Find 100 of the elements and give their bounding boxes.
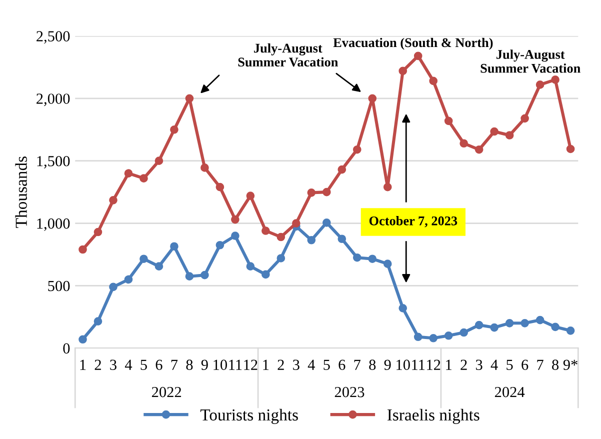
point (460, 139, 468, 148)
annotation: July-August Summer Vacation (480, 50, 580, 73)
point (78, 245, 87, 254)
x-tick-label: 12 (427, 360, 440, 370)
x-tick-label: 4 (490, 360, 498, 370)
point (231, 215, 240, 224)
text: 2022 (152, 386, 182, 398)
point (383, 260, 392, 268)
point (322, 188, 331, 196)
point (368, 254, 377, 264)
x-tick-label: 1 (80, 360, 86, 370)
x-tick-label: 2 (278, 360, 284, 370)
x-tick-label: 10 (214, 360, 227, 370)
point (536, 80, 544, 89)
x-tick-label: 10 (396, 360, 410, 370)
x-tick-label: 9* (563, 360, 578, 370)
y-axis-title: Thousands (15, 156, 27, 228)
point (246, 262, 255, 271)
point (292, 219, 300, 228)
point (307, 236, 316, 244)
x-tick-label: 8 (552, 360, 559, 370)
y-tick-label: 2,000 (36, 94, 70, 106)
x-tick-label: 11 (229, 360, 242, 370)
point (200, 270, 209, 280)
point (566, 144, 575, 154)
point (474, 320, 484, 330)
point (505, 131, 514, 140)
point (398, 66, 408, 76)
point (429, 334, 438, 342)
point (170, 125, 178, 134)
point (352, 253, 362, 262)
point (109, 196, 118, 204)
legend-label: Israelis nights (387, 408, 480, 424)
x-tick-label: 4 (124, 360, 132, 370)
x-tick-label: 9 (384, 360, 391, 370)
point (551, 322, 560, 332)
point (444, 116, 453, 126)
x-tick-label: 5 (506, 360, 513, 370)
y-tick-label: 2,500 (36, 31, 70, 44)
point (520, 114, 529, 123)
x-tick-label: 5 (140, 360, 147, 370)
point (231, 232, 240, 240)
point (474, 145, 484, 154)
point (520, 318, 529, 328)
y-tick-label: 0 (63, 343, 70, 354)
point (460, 328, 468, 337)
point (490, 323, 498, 332)
point (94, 317, 102, 326)
x-tick-label: 3 (110, 360, 116, 370)
point (490, 127, 498, 136)
x-tick-label: 1 (446, 360, 452, 370)
point (414, 52, 422, 60)
x-tick-label: 7 (537, 360, 544, 370)
annotation: October 7, 2023 (369, 216, 458, 228)
x-tick-label: 8 (186, 360, 193, 370)
x-tick-label: 2 (460, 360, 467, 370)
point (170, 242, 178, 251)
point (368, 94, 377, 103)
point (398, 304, 408, 312)
x-tick-label: 6 (338, 360, 346, 370)
point (185, 94, 194, 103)
point (109, 282, 118, 292)
point (276, 254, 286, 262)
annotation: Evacuation (South & North) (333, 38, 493, 50)
point (185, 272, 194, 281)
point (216, 182, 224, 192)
x-tick-label: 7 (171, 360, 178, 370)
x-tick-label: 7 (354, 360, 361, 370)
point (566, 326, 575, 335)
x-tick-label: 5 (324, 360, 330, 370)
point (124, 169, 133, 178)
point (154, 156, 164, 166)
point (246, 192, 255, 200)
point (322, 218, 331, 227)
point (551, 76, 560, 84)
point (338, 234, 346, 244)
y-tick-label: 1,500 (37, 156, 70, 168)
point (536, 316, 544, 324)
point (200, 164, 209, 172)
x-tick-label: 6 (522, 360, 528, 370)
y-tick-label: 500 (48, 280, 70, 292)
point (429, 76, 438, 86)
legend-label: Tourists nights (200, 408, 298, 424)
point (338, 165, 346, 174)
point (124, 275, 133, 284)
x-tick-label: 11 (412, 360, 425, 370)
point (414, 332, 422, 342)
x-tick-label: 9 (201, 360, 208, 370)
x-tick-label: 3 (476, 360, 482, 370)
x-tick-label: 1 (263, 360, 269, 370)
point (216, 240, 224, 250)
x-tick-label: 2 (94, 360, 101, 370)
point (262, 226, 270, 235)
point (154, 262, 164, 271)
point (78, 335, 87, 344)
point (383, 182, 392, 192)
y-tick-label: 1,000 (37, 218, 70, 231)
point (140, 174, 148, 182)
text: 2024 (494, 386, 525, 398)
text: 2023 (334, 386, 364, 398)
